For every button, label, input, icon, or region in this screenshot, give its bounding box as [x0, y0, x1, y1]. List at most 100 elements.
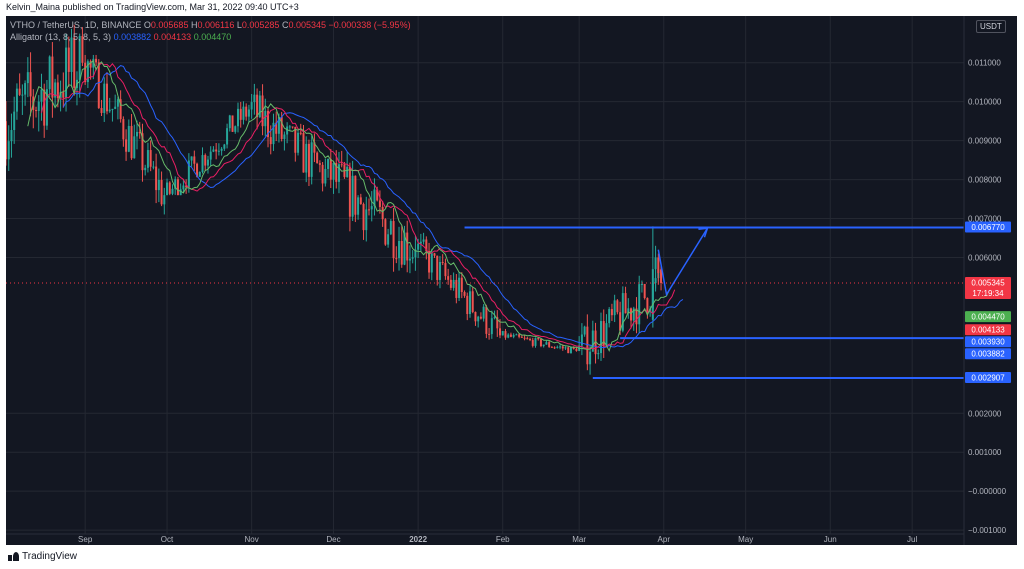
- candle-up: [564, 347, 567, 349]
- candle-down: [56, 82, 59, 99]
- candle-down: [95, 58, 98, 63]
- candle-down: [548, 342, 551, 347]
- footer-brand: TradingView: [8, 551, 77, 562]
- candle-down: [141, 133, 144, 171]
- candle-down: [509, 334, 512, 337]
- candle-down: [537, 338, 540, 340]
- candle-down: [215, 149, 218, 152]
- candle-up: [651, 269, 654, 320]
- price-chart[interactable]: 0.011000 0.010000 0.009000 0.008000 0.007000…: [6, 16, 1017, 545]
- y-tick-label: 0.010000: [968, 98, 1002, 107]
- candle-up: [297, 132, 300, 153]
- candle-up: [206, 159, 209, 166]
- candle-down: [362, 203, 365, 231]
- y-tick-label: 0.008000: [968, 176, 1002, 185]
- candle-down: [176, 179, 179, 196]
- y-tick-label: 0.002000: [968, 409, 1002, 418]
- price-label-text: 0.004470: [971, 313, 1005, 322]
- brand-name: TradingView: [22, 551, 78, 562]
- candle-down: [43, 89, 46, 126]
- candle-down: [643, 283, 646, 299]
- grid-lines: [6, 16, 964, 534]
- price-axis[interactable]: 0.011000 0.010000 0.009000 0.008000 0.007000…: [968, 59, 1007, 535]
- candle-up: [493, 317, 496, 319]
- candle-down: [376, 189, 379, 201]
- x-tick-label: 2022: [409, 535, 427, 544]
- candle-up: [253, 94, 256, 103]
- candle-down: [539, 339, 542, 347]
- candle-up: [430, 253, 433, 273]
- candle-up: [627, 308, 630, 314]
- candle-up: [398, 240, 401, 259]
- candle-up: [419, 241, 422, 244]
- candle-down: [105, 83, 108, 112]
- candle-up: [114, 106, 117, 109]
- change-value: −0.000338 (−5.95%): [328, 20, 411, 30]
- candle-down: [294, 126, 297, 153]
- candle-down: [567, 347, 570, 354]
- price-label-box: [965, 336, 1011, 348]
- time-axis[interactable]: Sep Oct Nov Dec 2022 Feb Mar Apr May Jun Jul: [78, 535, 917, 544]
- symbol-name: VTHO / TetherUS, 1D, BINANCE: [10, 20, 142, 30]
- candle-down: [523, 337, 526, 339]
- candle-up: [351, 175, 354, 217]
- candle-down: [168, 182, 171, 194]
- alligator-lips-line: [27, 59, 670, 353]
- candle-up: [163, 195, 166, 205]
- candle-down: [474, 311, 477, 322]
- candle-up: [599, 321, 602, 354]
- lips-value: 0.004470: [193, 32, 232, 42]
- candle-up: [7, 141, 10, 160]
- candle-up: [559, 346, 562, 348]
- drawing-tools[interactable]: [6, 226, 964, 379]
- candle-down: [561, 346, 564, 349]
- candle-up: [136, 131, 139, 137]
- candle-down: [239, 108, 242, 120]
- alligator-jaw-line: [62, 65, 684, 349]
- candle-down: [449, 279, 452, 288]
- candle-up: [242, 106, 245, 120]
- candle-down: [381, 206, 384, 220]
- candle-up: [272, 122, 275, 145]
- price-label-text: 0.004133: [971, 326, 1005, 335]
- x-tick-label: Sep: [78, 535, 93, 544]
- candle-down: [455, 279, 458, 298]
- candle-up: [638, 284, 641, 325]
- candle-down: [526, 338, 529, 340]
- candle-down: [395, 258, 398, 260]
- candle-down: [321, 164, 324, 184]
- price-label-text: 0.002907: [971, 373, 1005, 382]
- projection-arrow-path: [657, 227, 709, 297]
- high-label: H: [190, 20, 198, 30]
- candle-up: [54, 82, 57, 98]
- candle-up: [621, 293, 624, 331]
- currency-unit-badge[interactable]: USDT: [976, 20, 1006, 33]
- x-tick-label: Feb: [496, 535, 510, 544]
- candle-up: [288, 126, 291, 128]
- candle-up: [452, 279, 455, 288]
- candle-up: [422, 239, 425, 242]
- chart-frame[interactable]: 0.011000 0.010000 0.009000 0.008000 0.007000…: [6, 16, 1017, 545]
- open-value: 0.005685: [150, 20, 189, 30]
- candle-down: [586, 326, 589, 365]
- candle-down: [84, 62, 87, 83]
- candlestick-series: [6, 24, 663, 375]
- price-label-text: 0.006770: [971, 223, 1005, 232]
- candle-down: [444, 263, 447, 277]
- candle-down: [18, 88, 21, 95]
- candle-down: [348, 166, 351, 217]
- candle-down: [518, 334, 521, 337]
- x-tick-label: May: [738, 535, 753, 544]
- price-label-box: [965, 371, 1011, 383]
- candle-up: [264, 110, 267, 127]
- candle-up: [48, 56, 51, 90]
- candle-down: [196, 163, 199, 177]
- candle-up: [258, 95, 261, 118]
- candle-down: [496, 317, 499, 329]
- candle-up: [640, 283, 643, 285]
- candle-down: [504, 331, 507, 338]
- candle-up: [59, 92, 62, 99]
- candle-down: [280, 116, 283, 140]
- candle-up: [217, 150, 220, 152]
- price-label-box: [965, 311, 1011, 323]
